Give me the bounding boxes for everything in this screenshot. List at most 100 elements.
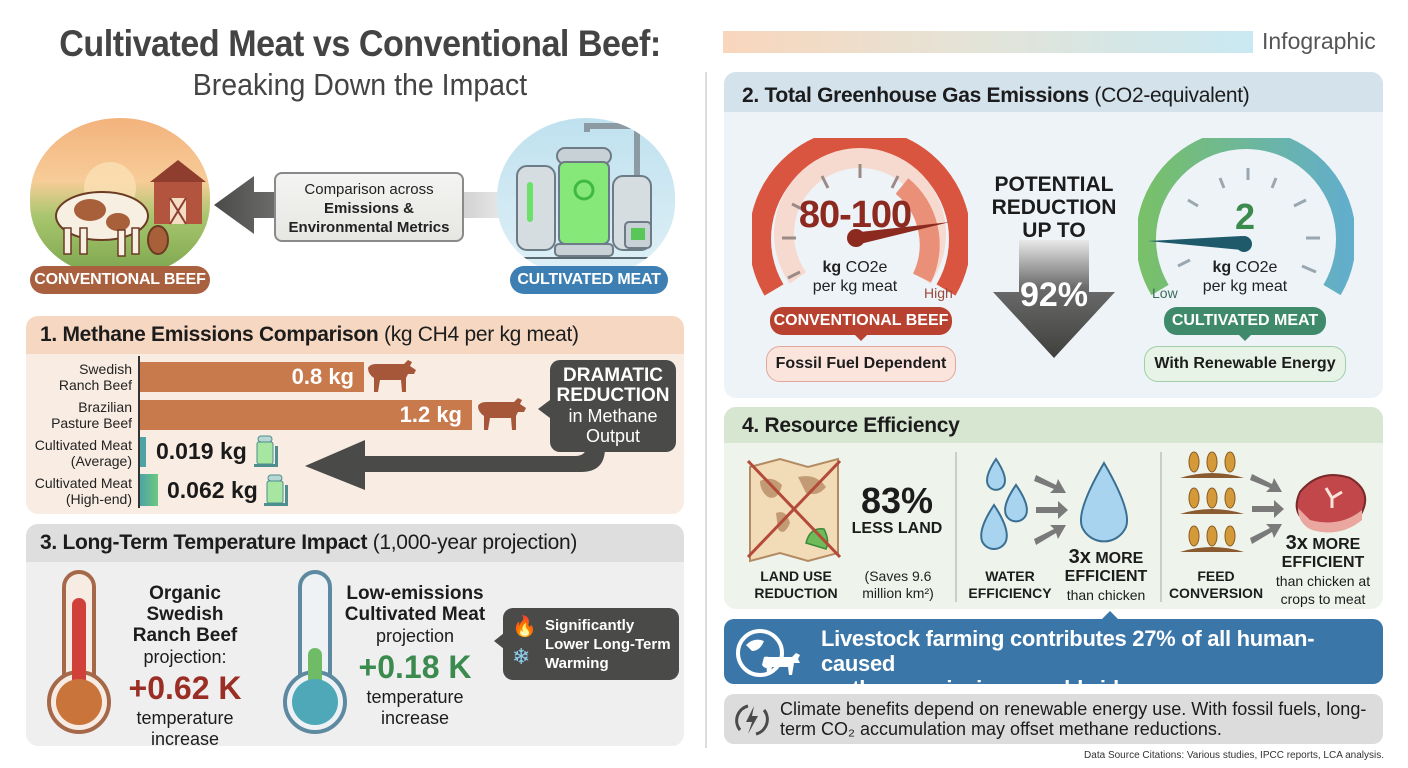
callout-line: REDUCTION bbox=[556, 385, 670, 406]
comparison-note: crops to meat bbox=[1280, 591, 1366, 607]
callout-pointer bbox=[538, 400, 550, 418]
note-line: million km²) bbox=[862, 585, 934, 601]
gradient-bar bbox=[723, 31, 1253, 53]
data-source-citation: Data Source Citations: Various studies, … bbox=[1084, 750, 1384, 761]
banner-pointer bbox=[1102, 611, 1118, 619]
caveat-line: Climate benefits depend on renewable ene… bbox=[780, 699, 1367, 719]
unit-bold: kg bbox=[1212, 259, 1232, 276]
land-percent: 83% bbox=[860, 480, 934, 521]
globe-cow-icon bbox=[734, 627, 804, 684]
cultivated-temp-label: temperature bbox=[366, 687, 464, 707]
infographic-tag: Infographic bbox=[1262, 28, 1376, 54]
label-line: Pasture Beef bbox=[51, 415, 132, 431]
land-savings-note: (Saves 9.6 million km²) bbox=[850, 568, 946, 602]
methane-bar-brazilian: 1.2 kg bbox=[140, 400, 472, 430]
lower-warming-callout: Significantly Lower Long-Term Warming bbox=[503, 608, 679, 680]
thermometer-cool-icon bbox=[282, 570, 348, 743]
efficient-word: EFFICIENT bbox=[1281, 554, 1365, 571]
crops-to-meat-icon bbox=[1180, 448, 1380, 565]
ghg-panel-header: 2. Total Greenhouse Gas Emissions (CO2-e… bbox=[724, 72, 1383, 112]
low-scale-label: Low bbox=[1152, 285, 1178, 301]
resources-title: 4. Resource Efficiency bbox=[742, 414, 960, 437]
label-line: LAND USE bbox=[760, 568, 832, 584]
reduction-line: REDUCTION bbox=[991, 196, 1117, 219]
beef-temp-label: temperature bbox=[136, 708, 234, 728]
page-header: Cultivated Meat vs Conventional Beef: Br… bbox=[20, 22, 700, 104]
page-subtitle: Breaking Down the Impact bbox=[192, 67, 528, 102]
methane-bar-swedish: 0.8 kg bbox=[140, 362, 364, 392]
more-word: MORE bbox=[1312, 536, 1361, 553]
cultivated-temperature-text: Low-emissions Cultivated Meat projection… bbox=[340, 583, 490, 729]
resources-panel-header: 4. Resource Efficiency bbox=[724, 407, 1383, 443]
callout-line: in Methane bbox=[568, 406, 658, 426]
methane-unit: (kg CH4 per kg meat) bbox=[384, 323, 579, 346]
fossil-fuel-note: Fossil Fuel Dependent bbox=[766, 346, 956, 382]
compare-line-2: Emissions & bbox=[323, 200, 415, 217]
label-line: EFFICIENCY bbox=[968, 585, 1052, 601]
cultivated-projection: projection bbox=[375, 626, 455, 646]
methane-panel-header: 1. Methane Emissions Comparison (kg CH4 … bbox=[26, 316, 684, 354]
temperature-title: 3. Long-Term Temperature Impact bbox=[40, 531, 368, 554]
ghg-unit: (CO2-equivalent) bbox=[1094, 84, 1250, 107]
callout-line: Significantly bbox=[545, 617, 635, 634]
land-use-label: LAND USE REDUCTION bbox=[744, 568, 848, 602]
snowflake-icon: ❄ bbox=[512, 644, 531, 669]
methane-bar-cultivated-high bbox=[140, 474, 158, 506]
cultivated-name: Cultivated Meat bbox=[344, 604, 486, 625]
cow-icon bbox=[476, 396, 528, 437]
reduction-down-arrow-icon bbox=[993, 240, 1115, 363]
label-line: Brazilian bbox=[78, 399, 132, 415]
cultivated-meat-tag: CULTIVATED MEAT bbox=[1164, 307, 1326, 335]
beef-projection: projection: bbox=[143, 647, 227, 667]
callout-line: DRAMATIC bbox=[563, 365, 663, 386]
beef-temp-label: increase bbox=[150, 729, 220, 749]
cultivated-gauge-icon bbox=[1136, 129, 1356, 303]
water-efficiency-value: 3x MORE EFFICIENT than chicken bbox=[1056, 546, 1156, 604]
callout-line: Warming bbox=[545, 655, 609, 672]
unit-rest: CO2e bbox=[845, 259, 888, 276]
methane-row-label: Cultivated Meat (High-end) bbox=[20, 475, 132, 507]
reduction-percent: 92% bbox=[1019, 276, 1089, 314]
methane-row-label: Swedish Ranch Beef bbox=[20, 361, 132, 393]
label-line: WATER bbox=[985, 568, 1035, 584]
caveat-text: Climate benefits depend on renewable ene… bbox=[780, 699, 1366, 739]
cultivated-meat-label: CULTIVATED MEAT bbox=[510, 266, 668, 294]
resource-divider bbox=[955, 452, 957, 602]
beef-ghg-value: 80-100 bbox=[798, 194, 912, 236]
beef-name: Organic Swedish bbox=[146, 583, 224, 625]
tag-pointer bbox=[855, 335, 867, 341]
banner-line: Livestock farming contributes 27% of all… bbox=[821, 626, 1315, 676]
beef-gauge-icon bbox=[749, 128, 971, 303]
feed-conversion-label: FEED CONVERSION bbox=[1166, 568, 1266, 602]
feed-efficiency-value: 3x MORE EFFICIENT than chicken at crops … bbox=[1268, 533, 1378, 608]
callout-pointer bbox=[494, 633, 504, 649]
methane-axis bbox=[138, 356, 140, 508]
unit-rest: CO2e bbox=[1235, 259, 1278, 276]
label-line: Swedish bbox=[79, 361, 132, 377]
renewable-energy-caveat: Climate benefits depend on renewable ene… bbox=[724, 694, 1383, 744]
cow-farm-icon bbox=[30, 118, 210, 276]
cultivated-ghg-unit: kg CO2e per kg meat bbox=[1190, 258, 1300, 296]
high-scale-label: High bbox=[924, 285, 953, 301]
ghg-title: 2. Total Greenhouse Gas Emissions bbox=[742, 84, 1089, 107]
unit-line2: per kg meat bbox=[1202, 278, 1288, 295]
beef-ghg-unit: kg CO2e per kg meat bbox=[800, 258, 910, 296]
conventional-beef-tag: CONVENTIONAL BEEF bbox=[770, 307, 952, 335]
cultivated-temperature-value: +0.18 K bbox=[358, 649, 472, 685]
more-word: MORE bbox=[1095, 550, 1144, 567]
beef-temperature-text: Organic Swedish Ranch Beef projection: +… bbox=[110, 583, 260, 750]
livestock-methane-banner: Livestock farming contributes 27% of all… bbox=[724, 619, 1383, 701]
reduction-line: UP TO bbox=[1022, 219, 1086, 242]
label-line: Cultivated Meat bbox=[34, 437, 132, 453]
cultivated-name: Low-emissions bbox=[346, 583, 484, 604]
column-divider bbox=[705, 72, 707, 748]
multiplier: 3x bbox=[1068, 546, 1091, 568]
compare-line-1: Comparison across bbox=[304, 181, 434, 198]
methane-title: 1. Methane Emissions Comparison bbox=[40, 323, 379, 346]
bioreactor-icon bbox=[497, 118, 675, 276]
label-line: Ranch Beef bbox=[58, 377, 132, 393]
label-line: (Average) bbox=[70, 453, 132, 469]
label-line: FEED bbox=[1197, 568, 1235, 584]
comparison-callout: Comparison across Emissions & Environmen… bbox=[274, 172, 464, 242]
unit-line2: per kg meat bbox=[812, 278, 898, 295]
